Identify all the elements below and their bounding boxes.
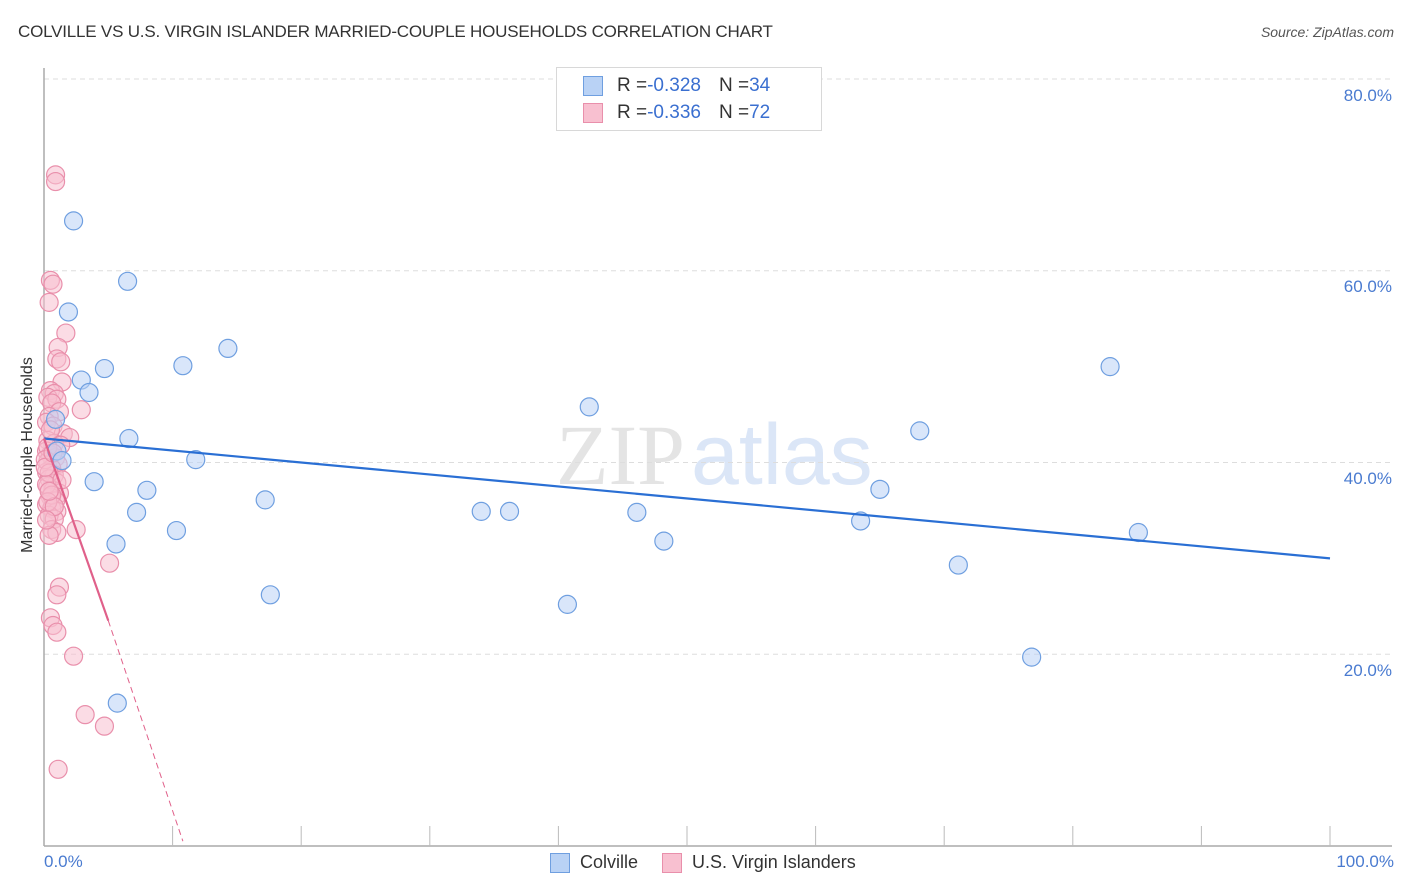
r-label: R =	[617, 75, 648, 96]
colville-trendline	[43, 437, 1331, 560]
colville-point	[579, 397, 599, 417]
legend-row-usvi: R = -0.336 N = 72	[583, 101, 770, 125]
colville-point	[79, 382, 99, 403]
colville-point	[851, 511, 871, 531]
colville-point	[1128, 522, 1148, 543]
usvi-point	[51, 352, 71, 372]
x-tick-100: 100.0%	[1336, 852, 1394, 871]
colville-point	[1022, 647, 1042, 667]
usvi-swatch	[583, 103, 603, 123]
colville-point	[137, 480, 157, 500]
usvi-trendline-extension	[107, 620, 184, 842]
colville-point	[126, 502, 147, 522]
r-value: -0.328	[647, 75, 701, 96]
series-legend: Colville U.S. Virgin Islanders	[550, 852, 880, 873]
usvi-point	[99, 553, 120, 573]
series-colville-points	[45, 211, 1148, 713]
source-label: Source: ZipAtlas.com	[1260, 24, 1394, 40]
legend-item-usvi[interactable]: U.S. Virgin Islanders	[662, 852, 856, 873]
colville-point	[654, 531, 674, 551]
n-value: 72	[749, 102, 771, 123]
colville-point	[260, 585, 280, 605]
usvi-swatch	[662, 852, 683, 873]
colville-point	[910, 421, 930, 441]
usvi-point	[39, 481, 59, 501]
legend-label-colville: Colville	[580, 852, 639, 872]
usvi-trendline	[42, 438, 110, 622]
y-tick-40: 40.0%	[1343, 469, 1392, 488]
colville-point	[471, 501, 491, 521]
colville-point	[106, 534, 126, 554]
legend-label-usvi: U.S. Virgin Islanders	[692, 852, 856, 872]
usvi-point	[47, 585, 67, 605]
usvi-point	[75, 705, 95, 725]
colville-swatch	[583, 76, 603, 96]
usvi-point	[36, 510, 57, 530]
trendlines	[42, 437, 1331, 842]
colville-point	[627, 502, 647, 522]
correlation-legend: R = -0.328 N = 34 R = -0.336 N = 72	[556, 67, 822, 131]
colville-point	[948, 555, 968, 575]
n-value: 34	[749, 75, 771, 96]
colville-point	[117, 271, 138, 291]
colville-point	[45, 409, 66, 429]
colville-point	[63, 211, 84, 231]
r-value: -0.336	[647, 102, 701, 123]
usvi-point	[63, 646, 84, 666]
colville-point	[870, 479, 890, 499]
y-axis-label: Married-couple Households	[19, 357, 36, 553]
colville-point	[255, 490, 275, 510]
colville-point	[557, 594, 578, 614]
usvi-point	[39, 292, 59, 312]
colville-point	[186, 450, 206, 470]
colville-swatch	[550, 852, 570, 873]
y-tick-60: 60.0%	[1343, 277, 1392, 296]
usvi-point	[48, 759, 68, 779]
colville-point	[218, 338, 238, 359]
colville-point	[84, 472, 104, 492]
usvi-point	[43, 274, 63, 294]
y-tick-20: 20.0%	[1343, 661, 1392, 680]
x-tick-0: 0.0%	[44, 852, 83, 871]
usvi-point	[94, 716, 115, 736]
colville-point	[173, 356, 193, 376]
usvi-point	[71, 400, 91, 420]
colville-point	[107, 693, 127, 713]
colville-point	[58, 302, 79, 322]
gridlines	[44, 78, 1392, 655]
usvi-point	[45, 171, 66, 192]
series-usvi-points	[35, 165, 120, 779]
colville-point	[166, 520, 187, 541]
usvi-point	[47, 622, 67, 642]
colville-point	[52, 450, 72, 471]
colville-point	[499, 501, 520, 521]
n-label: N =	[718, 75, 750, 96]
r-label: R =	[617, 102, 648, 123]
colville-point	[1100, 357, 1120, 377]
n-label: N =	[718, 102, 750, 123]
chart-title: COLVILLE VS U.S. VIRGIN ISLANDER MARRIED…	[18, 22, 773, 41]
colville-point	[94, 358, 115, 379]
legend-row-colville: R = -0.328 N = 34	[583, 74, 770, 98]
legend-item-colville[interactable]: Colville	[550, 852, 638, 873]
y-tick-80: 80.0%	[1343, 86, 1392, 105]
